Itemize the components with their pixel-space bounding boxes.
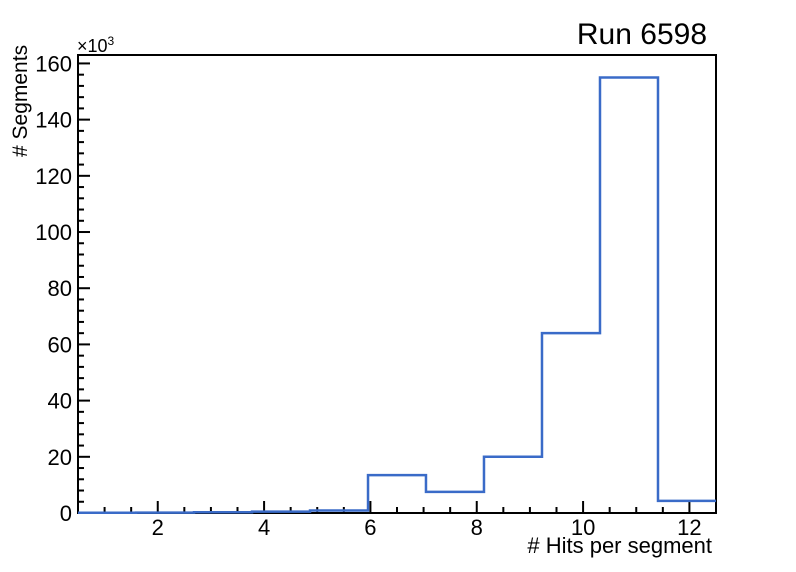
y-tick-label: 20	[48, 445, 72, 470]
plot-frame	[77, 54, 717, 514]
histogram-line	[78, 76, 716, 514]
x-tick-label: 10	[571, 515, 595, 540]
y-tick-label: 80	[48, 276, 72, 301]
y-tick-label: 140	[35, 108, 72, 133]
x-tick-label: 2	[152, 515, 164, 540]
y-axis-power-label: ×103	[77, 31, 114, 56]
y-tick-label: 60	[48, 332, 72, 357]
y-tick-label: 40	[48, 389, 72, 414]
y-tick-label: 120	[35, 164, 72, 189]
plot-title: Run 6598	[576, 18, 707, 51]
y-tick-label: 100	[35, 220, 72, 245]
x-axis-title: # Hits per segment	[527, 533, 712, 558]
y-axis-power-base: ×10	[77, 36, 108, 56]
y-tick-label: 0	[60, 501, 72, 526]
y-axis-title: # Segments	[9, 44, 32, 157]
y-axis-power-exponent: 3	[107, 34, 115, 48]
x-tick-label: 12	[677, 515, 701, 540]
x-tick-label: 6	[364, 515, 376, 540]
y-tick-label: 160	[35, 51, 72, 76]
x-tick-label: 4	[258, 515, 270, 540]
x-tick-label: 8	[471, 515, 483, 540]
